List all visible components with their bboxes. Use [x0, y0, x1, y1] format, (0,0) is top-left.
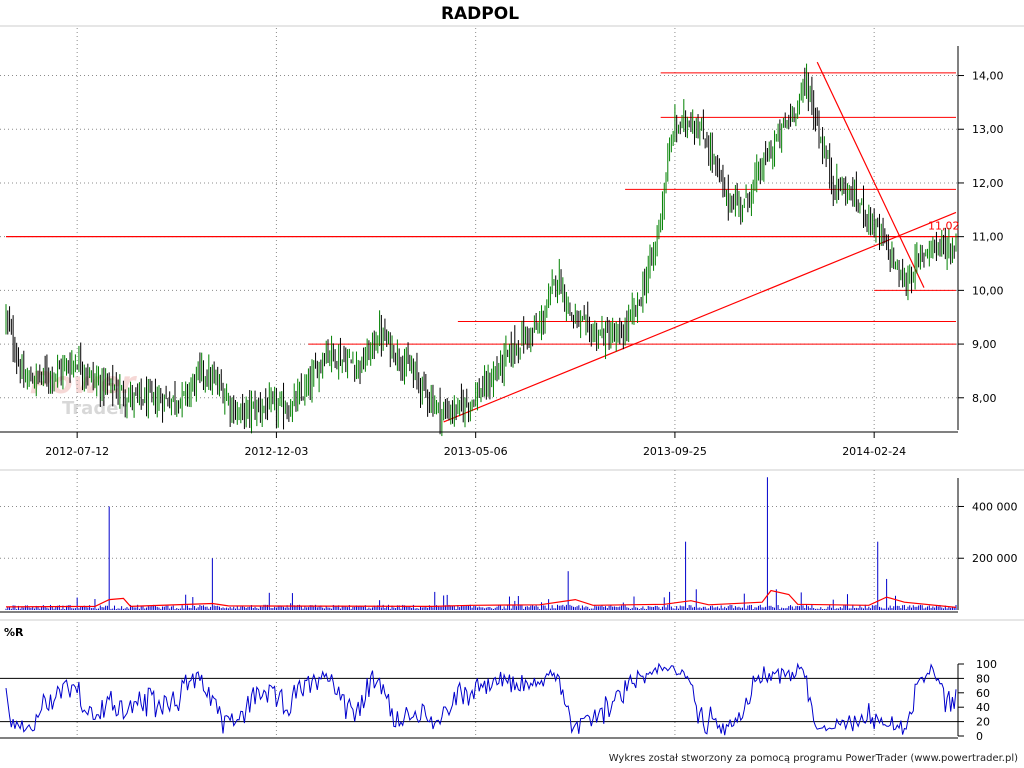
date-tick-label: 2013-09-25 [643, 445, 707, 458]
footer-credit: Wykres został stworzony za pomocą progra… [609, 753, 1018, 764]
price-y-tick-label: 8,00 [972, 392, 997, 405]
volume-y-axis: 200 000 400 000 [958, 500, 1018, 565]
support-resistance-lines [6, 72, 958, 345]
price-panel: 8,00 9,00 10,00 11,00 12,00 13,00 14,00 2012-0… [0, 25, 1024, 458]
date-tick-label: 2012-12-03 [244, 445, 308, 458]
price-y-tick-label: 11,00 [972, 231, 1004, 244]
williams-r-levels [0, 677, 958, 723]
date-tick-label: 2012-07-12 [45, 445, 109, 458]
williams-y-tick-label: 80 [976, 672, 990, 685]
williams-r-frame [0, 664, 959, 739]
williams-r-line [5, 662, 957, 736]
trend-line [816, 61, 925, 288]
date-x-axis: 2012-07-12 2012-12-03 2013-05-06 2013-09-25… [45, 432, 906, 458]
volume-frame [0, 469, 1024, 613]
volume-y-tick-label: 400 000 [972, 500, 1018, 513]
volume-average-line [5, 589, 957, 608]
volume-bars [5, 477, 957, 610]
williams-y-tick-label: 20 [976, 716, 990, 729]
date-tick-label: 2014-02-24 [842, 445, 906, 458]
price-y-tick-label: 9,00 [972, 338, 997, 351]
price-y-axis: 8,00 9,00 10,00 11,00 12,00 13,00 14,00 [958, 70, 1004, 405]
price-y-tick-label: 12,00 [972, 177, 1004, 190]
price-y-tick-label: 14,00 [972, 70, 1004, 83]
williams-y-tick-label: 60 [976, 687, 990, 700]
williams-y-tick-label: 0 [976, 730, 983, 743]
price-candles [5, 63, 957, 437]
trend-lines [443, 61, 957, 423]
watermark-line2: Trader [62, 398, 127, 419]
price-frame [0, 25, 1024, 433]
volume-grid [0, 470, 958, 610]
chart-title: RADPOL [441, 4, 519, 24]
date-tick-label: 2013-05-06 [444, 445, 508, 458]
volume-y-tick-label: 200 000 [972, 552, 1018, 565]
price-y-tick-label: 13,00 [972, 123, 1004, 136]
trend-line [443, 211, 957, 423]
last-value-label: 11,02 [928, 220, 960, 233]
williams-r-label: %R [4, 626, 24, 639]
williams-y-tick-label: 40 [976, 701, 990, 714]
volume-panel: 200 000 400 000 [0, 469, 1024, 613]
williams-y-tick-label: 100 [976, 658, 997, 671]
williams-r-grid [0, 619, 1024, 736]
price-grid [0, 28, 958, 430]
price-y-tick-label: 10,00 [972, 284, 1004, 297]
